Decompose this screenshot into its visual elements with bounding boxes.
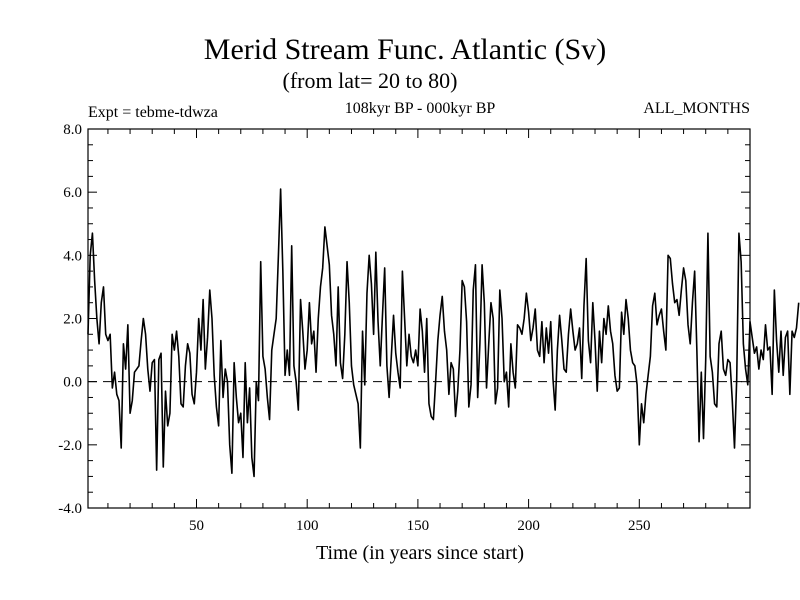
series-line bbox=[87, 188, 800, 478]
x-tick-label: 100 bbox=[296, 518, 319, 534]
x-axis-ticks: 50 100 150 200 250 bbox=[107, 129, 729, 534]
y-tick-label: -4.0 bbox=[58, 501, 82, 517]
x-tick-label: 250 bbox=[628, 518, 651, 534]
plot-frame bbox=[87, 128, 751, 509]
chart-subtitle: (from lat= 20 to 80) bbox=[283, 68, 458, 93]
chart-title: Merid Stream Func. Atlantic (Sv) bbox=[204, 33, 606, 66]
experiment-label: Expt = tebme-tdwza bbox=[88, 104, 218, 121]
y-tick-label: 6.0 bbox=[63, 185, 82, 201]
y-tick-label: 8.0 bbox=[63, 122, 82, 138]
x-axis-label: Time (in years since start) bbox=[316, 542, 524, 564]
x-tick-label: 200 bbox=[517, 518, 540, 534]
y-tick-label: 2.0 bbox=[63, 312, 82, 328]
x-tick-label: 50 bbox=[189, 518, 204, 534]
x-tick-label: 150 bbox=[407, 518, 430, 534]
y-tick-label: 4.0 bbox=[63, 248, 82, 264]
months-label: ALL_MONTHS bbox=[643, 100, 750, 117]
y-tick-label: 0.0 bbox=[63, 375, 82, 391]
y-tick-label: -2.0 bbox=[58, 438, 82, 454]
time-range-label: 108kyr BP - 000kyr BP bbox=[345, 100, 496, 117]
